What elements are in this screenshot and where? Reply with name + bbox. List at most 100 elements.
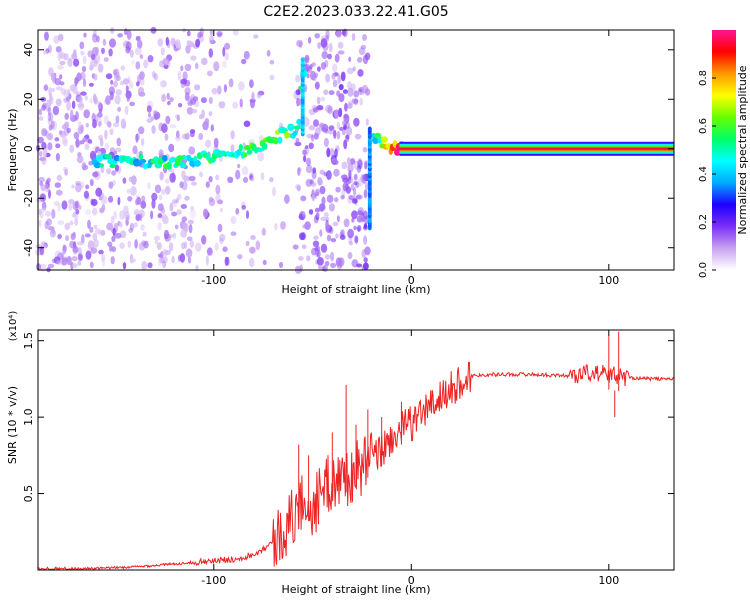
spectrogram-cell <box>152 109 157 115</box>
spectrogram-cell <box>186 236 193 242</box>
spectrogram-cell <box>148 112 152 118</box>
spectrogram-cell <box>153 73 158 81</box>
spectrogram-cell <box>174 224 179 230</box>
spectrogram-cell <box>89 226 94 233</box>
spectrogram-cell <box>364 246 371 256</box>
spectrogram-cell <box>219 233 226 242</box>
spectrogram-cell <box>219 207 223 213</box>
spectrogram-cell <box>138 91 146 97</box>
spectrogram-cell <box>125 41 132 51</box>
spectrogram-cell <box>124 105 129 115</box>
spectrogram-cell <box>308 125 315 131</box>
spectrogram-cell <box>55 152 61 162</box>
y-tick-label: -40 <box>22 239 35 257</box>
spectrogram-cell <box>37 136 44 144</box>
spectrogram-cell <box>314 207 321 213</box>
spectrogram-cell <box>97 63 104 73</box>
spectrogram-streak-cell <box>367 126 372 132</box>
spectrogram-cell <box>114 95 121 105</box>
spectrogram-cell <box>171 256 175 263</box>
spectrogram-cell <box>215 184 221 195</box>
spectrogram-cell <box>307 36 312 44</box>
spectrogram-cell <box>351 98 359 104</box>
spectrogram-cell <box>295 184 301 190</box>
spectrogram-cell <box>184 63 192 72</box>
spectrogram-cell <box>332 63 338 73</box>
spectrogram-cell <box>335 257 342 267</box>
spectrogram-cell <box>81 66 87 72</box>
spectrogram-ridge-cell <box>166 161 172 170</box>
spectrogram-cell <box>295 89 301 96</box>
spectrogram-cell <box>342 89 348 94</box>
spectrogram-cell <box>75 180 82 186</box>
spectrogram-cell <box>163 250 171 255</box>
snr-frame <box>37 329 675 571</box>
spectrogram-cell <box>136 151 140 160</box>
spectrogram-cell <box>228 78 234 88</box>
spectrogram-cell <box>356 263 363 268</box>
spectrogram-cell <box>347 87 354 97</box>
spectrogram-cell <box>147 262 153 269</box>
spectrogram-cell <box>117 196 121 206</box>
spectrogram-cell <box>41 155 47 165</box>
spectrogram-cell <box>98 249 104 255</box>
spectrogram-ridge-cell <box>243 152 248 158</box>
spectrogram-cell <box>95 228 101 235</box>
spectrogram-cell <box>112 122 120 128</box>
spectrogram-cell <box>140 78 145 86</box>
spectrogram-cell <box>338 107 343 118</box>
spectrogram-cell <box>256 92 262 99</box>
spectrogram-cell <box>62 244 67 255</box>
spectrogram-cell <box>284 194 290 204</box>
spectrogram-cell <box>161 188 166 196</box>
spectrogram-cell <box>222 246 228 252</box>
spectrogram-ridge <box>91 57 674 231</box>
spectrogram-cell <box>100 229 106 236</box>
spectrogram-cell <box>356 225 362 232</box>
spectrogram-cell <box>101 204 106 213</box>
spectrogram-cell <box>171 199 178 204</box>
spectrogram-cell <box>78 96 83 103</box>
spectrogram-cell <box>64 169 68 176</box>
spectrogram-cell <box>347 194 353 204</box>
spectrogram-cell <box>272 186 276 197</box>
spectrogram-cell <box>77 125 84 135</box>
spectrogram-cell <box>77 247 82 257</box>
spectrogram-cell <box>45 183 49 193</box>
spectrogram-cell <box>42 50 49 55</box>
spectrogram-cell <box>64 112 69 120</box>
spectrogram-cell <box>167 233 174 239</box>
spectrogram-cell <box>52 105 60 116</box>
spectrogram-cell <box>330 262 337 269</box>
y-tick-label: 1.5 <box>22 332 35 350</box>
spectrogram-cell <box>55 46 62 53</box>
x-tick-label: 100 <box>598 274 619 287</box>
spectrogram-cell <box>356 210 364 216</box>
spectrogram-ridge-cell <box>99 163 105 168</box>
spectrogram-cell <box>360 44 367 50</box>
spectrogram-cell <box>298 41 303 49</box>
spectrogram-cell <box>299 211 306 221</box>
spectrogram-cell <box>188 223 193 234</box>
spectrogram-cell <box>44 220 49 230</box>
spectrogram-cell <box>157 38 164 47</box>
spectrogram-cell <box>119 222 123 228</box>
spectrogram-cell <box>38 108 43 116</box>
spectrogram-cell <box>88 82 94 87</box>
spectrogram-cell <box>140 137 145 146</box>
spectrogram-cell <box>222 60 227 69</box>
spectrogram-cell <box>342 177 349 183</box>
spectrogram-cell <box>51 87 55 93</box>
spectrogram-cell <box>320 243 328 253</box>
spectrogram-cell <box>345 134 350 140</box>
spectrogram-cell <box>214 242 219 251</box>
spectrogram-cell <box>332 221 339 227</box>
spectrogram-cell <box>126 30 132 40</box>
spectrogram-cell <box>80 50 85 56</box>
spectrogram-cell <box>343 218 350 228</box>
spectrogram-cell <box>60 88 67 95</box>
spectrogram-cell <box>326 194 334 203</box>
spectrogram-cell <box>50 96 54 105</box>
spectrogram-ridge-cell <box>139 159 147 164</box>
spectrogram-cell <box>296 98 302 106</box>
